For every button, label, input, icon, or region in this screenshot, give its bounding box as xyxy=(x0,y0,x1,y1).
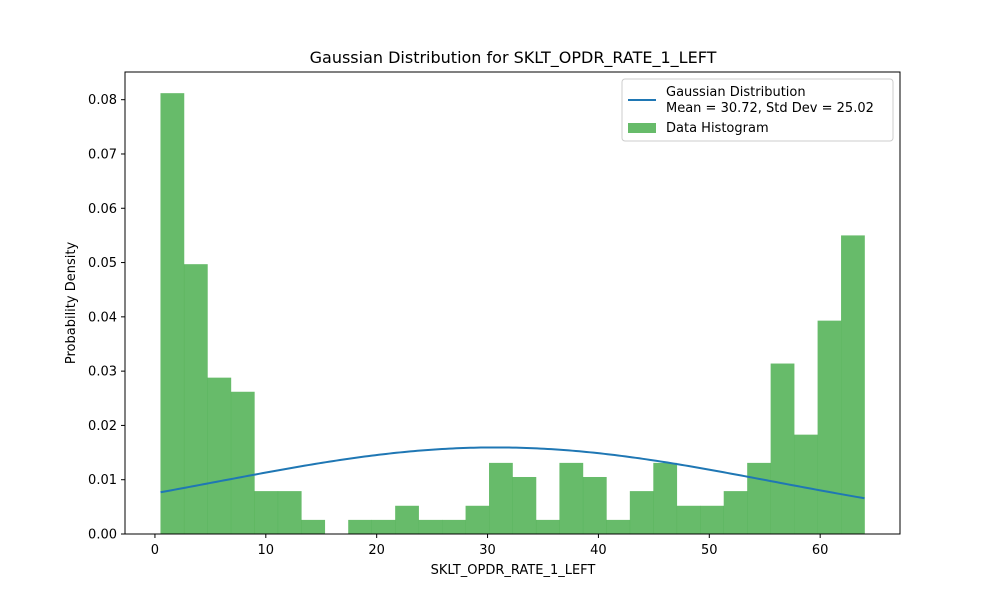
gaussian-curve xyxy=(160,446,865,500)
histogram-bar xyxy=(348,519,372,534)
legend-box xyxy=(621,78,894,142)
x-tick-label: 20 xyxy=(368,543,385,558)
histogram-bar xyxy=(817,320,842,534)
histogram-bar xyxy=(559,462,584,534)
x-tick-label: 0 xyxy=(151,543,159,558)
y-tick-label: 0.06 xyxy=(88,202,117,217)
histogram-bar xyxy=(418,519,443,534)
plot-area xyxy=(160,93,865,535)
histogram-bar xyxy=(160,93,185,535)
histogram-bar xyxy=(582,476,607,534)
y-tick-label: 0.03 xyxy=(88,365,117,380)
histogram-bar xyxy=(841,235,865,535)
y-tick-label: 0.08 xyxy=(88,93,117,108)
y-tick-label: 0.01 xyxy=(88,473,117,488)
y-axis-label: Probability Density xyxy=(64,242,79,365)
histogram-bar xyxy=(395,505,419,534)
histogram-bar xyxy=(512,476,537,534)
axes: 0 10 20 30 40 50 60 0.00 0.01 0.02 0.03 0.04 0.05 0.0… xyxy=(88,71,901,558)
histogram-bar xyxy=(230,391,255,534)
histogram-bar xyxy=(183,264,208,534)
y-tick-label: 0.05 xyxy=(88,256,117,271)
histogram-bar xyxy=(770,363,795,534)
x-tick-label: 60 xyxy=(812,543,829,558)
histogram-bar xyxy=(606,519,631,534)
histogram-bar xyxy=(747,462,771,534)
legend-label-gaussian: Mean = 30.72, Std Dev = 25.02 xyxy=(666,101,874,116)
histogram-bar xyxy=(794,434,818,534)
histogram-bar xyxy=(700,505,725,534)
chart-title: Gaussian Distribution for SKLT_OPDR_RATE… xyxy=(310,48,717,68)
histogram-bar xyxy=(465,505,490,534)
legend-bar-swatch xyxy=(628,123,656,133)
x-axis-label: SKLT_OPDR_RATE_1_LEFT xyxy=(431,563,596,578)
histogram-bar xyxy=(254,491,279,534)
legend-label-histogram: Data Histogram xyxy=(666,121,769,136)
x-tick-label: 50 xyxy=(701,543,718,558)
y-tick-label: 0.04 xyxy=(88,310,117,325)
y-tick-label: 0.07 xyxy=(88,147,117,162)
x-tick-label: 40 xyxy=(590,543,607,558)
histogram-bar xyxy=(207,377,232,534)
histogram-bar xyxy=(653,462,678,534)
histogram-bar xyxy=(535,519,560,534)
histogram-bar xyxy=(277,491,302,534)
x-tick-label: 30 xyxy=(479,543,496,558)
y-tick-label: 0.00 xyxy=(88,528,117,543)
histogram-bar xyxy=(723,491,748,534)
histogram-bar xyxy=(489,462,513,534)
histogram-bar xyxy=(442,519,466,534)
legend-label-gaussian: Gaussian Distribution xyxy=(666,85,806,100)
x-tick-label: 10 xyxy=(258,543,275,558)
histogram-bar xyxy=(676,505,701,534)
histogram-bar xyxy=(371,519,396,534)
axes-frame xyxy=(124,71,901,535)
y-tick-label: 0.02 xyxy=(88,419,117,434)
histogram-bar xyxy=(301,519,326,534)
histogram-bar xyxy=(629,491,654,534)
